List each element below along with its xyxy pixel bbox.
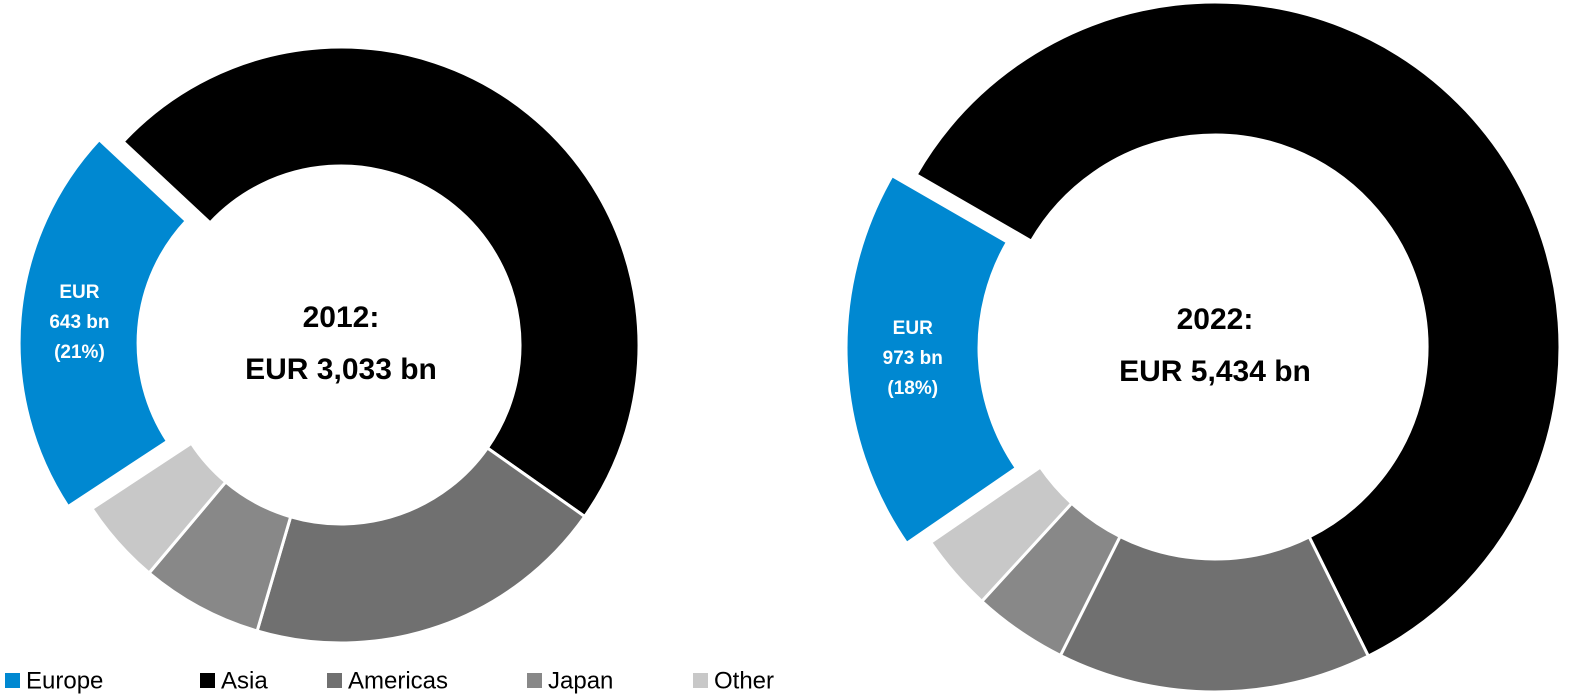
center-title: 2022: <box>1177 303 1254 336</box>
center-total: EUR 3,033 bn <box>245 353 437 386</box>
segment-label: 643 bn <box>49 312 109 333</box>
donut-segment <box>255 445 587 645</box>
donut-segment <box>844 173 1019 546</box>
center-title: 2012: <box>303 301 380 334</box>
legend-label: Japan <box>548 667 613 694</box>
segment-label: 973 bn <box>883 348 943 369</box>
center-total: EUR 5,434 bn <box>1119 355 1311 388</box>
legend-swatch <box>200 673 215 688</box>
legend-label: Americas <box>348 667 448 694</box>
donut-segment <box>928 464 1074 604</box>
segment-label: (21%) <box>54 342 105 363</box>
legend-label: Europe <box>26 667 103 694</box>
legend-swatch <box>527 673 542 688</box>
donut-segment <box>89 441 228 576</box>
donut-segment <box>121 45 641 519</box>
segment-label: (18%) <box>887 378 938 399</box>
legend-swatch <box>327 673 342 688</box>
donut-segment <box>17 137 189 509</box>
segment-label: EUR <box>59 282 99 303</box>
legend-swatch <box>5 673 20 688</box>
legend-swatch <box>693 673 708 688</box>
legend-label: Asia <box>221 667 268 694</box>
segment-label: EUR <box>893 318 933 339</box>
donut-segment <box>914 0 1562 659</box>
legend-label: Other <box>714 667 774 694</box>
